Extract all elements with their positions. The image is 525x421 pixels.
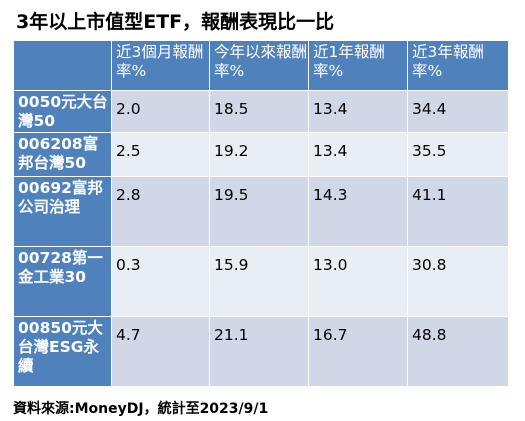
etf-return-table: 近3個月報酬率% 今年以來報酬率% 近1年報酬率% 近3年報酬率% 0050元大… (13, 40, 509, 387)
value-cell: 19.2 (209, 132, 309, 177)
value-cell: 13.4 (308, 90, 408, 133)
etf-name-cell: 00728第一金工業30 (13, 246, 112, 317)
etf-name-cell: 00692富邦公司治理 (13, 176, 112, 247)
etf-name-cell: 006208富邦台灣50 (13, 132, 112, 177)
table-row: 0050元大台灣50 2.0 18.5 13.4 34.4 (13, 90, 509, 133)
table-row: 006208富邦台灣50 2.5 19.2 13.4 35.5 (13, 132, 509, 177)
source-note: 資料來源:MoneyDJ，統計至2023/9/1 (13, 401, 269, 417)
value-cell: 4.7 (111, 316, 210, 387)
header-corner-cell (13, 40, 112, 91)
header-3-year-return: 近3年報酬率% (407, 40, 509, 91)
value-cell: 48.8 (407, 316, 509, 387)
value-cell: 34.4 (407, 90, 509, 133)
value-cell: 15.9 (209, 246, 309, 317)
value-cell: 14.3 (308, 176, 408, 247)
value-cell: 2.5 (111, 132, 210, 177)
header-ytd-return: 今年以來報酬率% (209, 40, 309, 91)
header-row: 近3個月報酬率% 今年以來報酬率% 近1年報酬率% 近3年報酬率% (13, 40, 509, 91)
value-cell: 41.1 (407, 176, 509, 247)
table-row: 00692富邦公司治理 2.8 19.5 14.3 41.1 (13, 176, 509, 247)
value-cell: 35.5 (407, 132, 509, 177)
value-cell: 13.4 (308, 132, 408, 177)
page-title: 3年以上市值型ETF，報酬表現比一比 (16, 11, 335, 33)
etf-name-cell: 0050元大台灣50 (13, 90, 112, 133)
value-cell: 19.5 (209, 176, 309, 247)
value-cell: 18.5 (209, 90, 309, 133)
value-cell: 13.0 (308, 246, 408, 317)
value-cell: 0.3 (111, 246, 210, 317)
value-cell: 2.8 (111, 176, 210, 247)
table-row: 00728第一金工業30 0.3 15.9 13.0 30.8 (13, 246, 509, 317)
header-3-month-return: 近3個月報酬率% (111, 40, 210, 91)
etf-name-cell: 00850元大台灣ESG永續 (13, 316, 112, 387)
header-1-year-return: 近1年報酬率% (308, 40, 408, 91)
value-cell: 21.1 (209, 316, 309, 387)
value-cell: 30.8 (407, 246, 509, 317)
table-row: 00850元大台灣ESG永續 4.7 21.1 16.7 48.8 (13, 316, 509, 387)
value-cell: 2.0 (111, 90, 210, 133)
value-cell: 16.7 (308, 316, 408, 387)
